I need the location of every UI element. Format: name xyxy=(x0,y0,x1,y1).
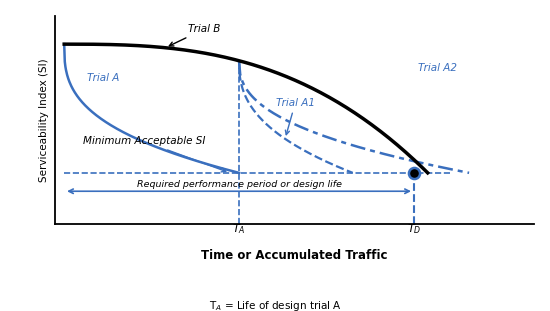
Text: Trial A2: Trial A2 xyxy=(419,63,458,73)
Text: Required performance period or design life: Required performance period or design li… xyxy=(136,180,342,189)
Text: T$_A$ = Life of design trial A
T$_D$ = Design life desired: T$_A$ = Life of design trial A T$_D$ = D… xyxy=(208,299,342,311)
Text: $T_D$: $T_D$ xyxy=(406,222,421,236)
Text: $T_A$: $T_A$ xyxy=(232,222,246,236)
X-axis label: Time or Accumulated Traffic: Time or Accumulated Traffic xyxy=(201,249,388,262)
Text: Trial A: Trial A xyxy=(87,73,119,83)
Text: Trial B: Trial B xyxy=(169,24,221,46)
Y-axis label: Serviceability Index (SI): Serviceability Index (SI) xyxy=(40,58,49,182)
Text: Minimum Acceptable SI: Minimum Acceptable SI xyxy=(82,136,226,172)
Text: Trial A1: Trial A1 xyxy=(276,98,315,135)
